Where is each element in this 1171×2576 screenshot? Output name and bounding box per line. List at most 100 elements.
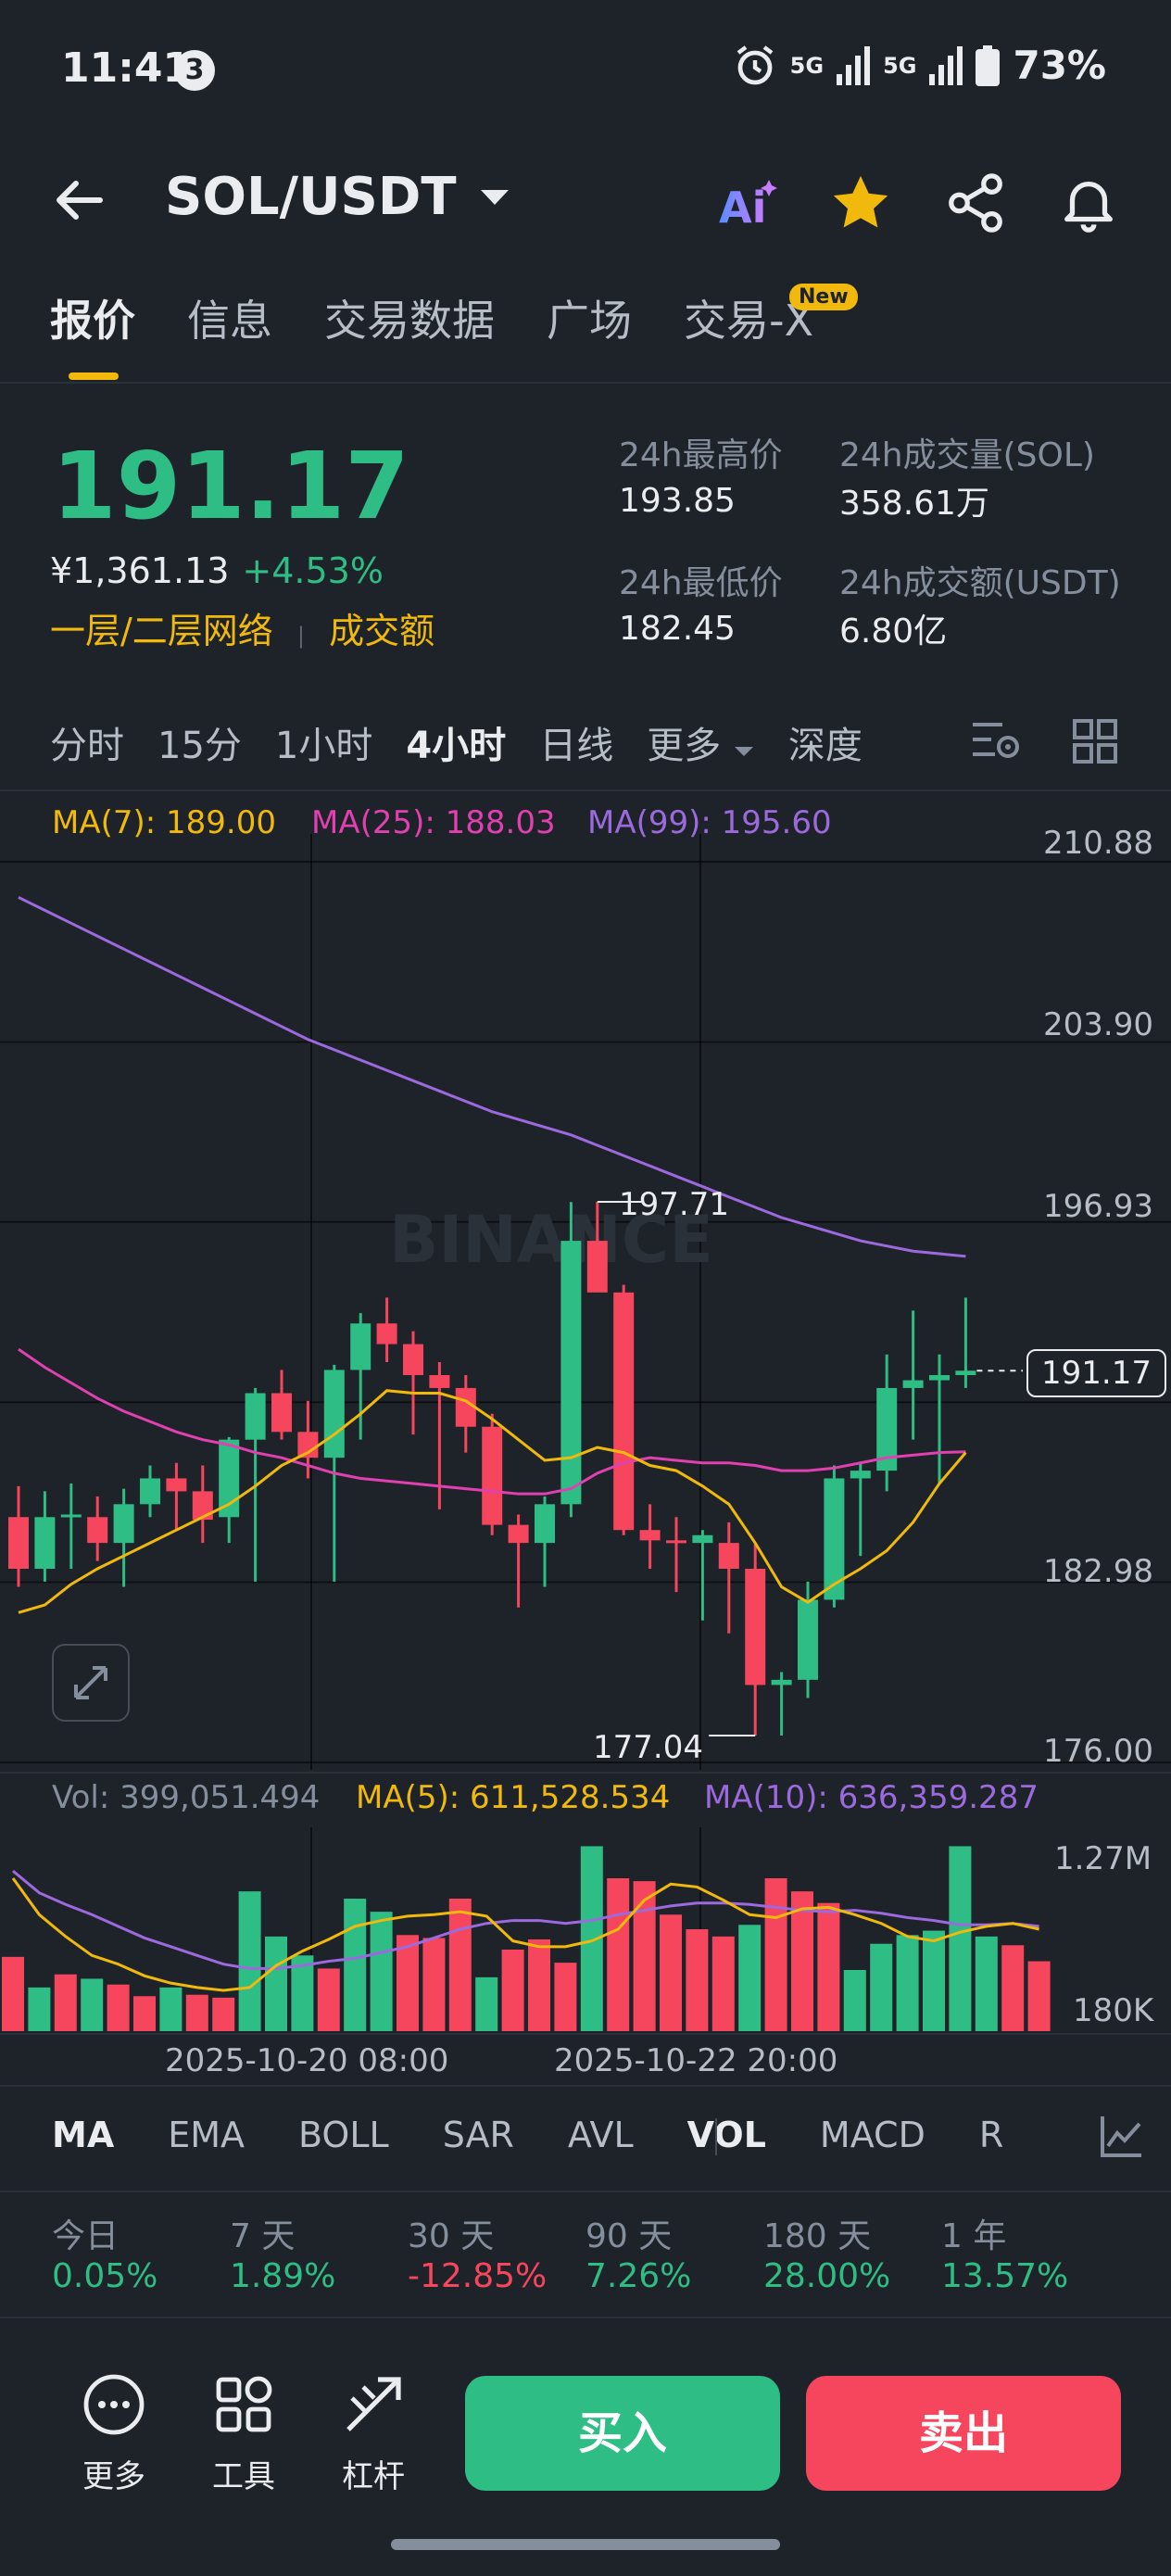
candle-body-4 <box>113 1504 134 1544</box>
price-tick-1: 210.88 <box>1043 825 1153 862</box>
volume-bar-31 <box>817 1902 840 2031</box>
volume-bar-14 <box>370 1912 393 2031</box>
page-tabs: 报价 信息 交易数据 广场 交易-X <box>50 287 813 348</box>
ma99-legend: MA(99): 195.60 <box>587 804 832 841</box>
indicator-rsi[interactable]: R <box>978 2115 1004 2155</box>
indicator-vol[interactable]: VOL <box>686 2115 766 2155</box>
time-tick-1: 2025-10-20 08:00 <box>165 2042 449 2079</box>
network-label-1: 5G <box>789 52 825 79</box>
tab-trading-data[interactable]: 交易数据 <box>324 296 495 346</box>
tab-quote[interactable]: 报价 <box>50 296 135 346</box>
time-tick-2: 2025-10-22 20:00 <box>554 2042 838 2079</box>
interval-depth[interactable]: 深度 <box>787 725 863 767</box>
tag-turnover[interactable]: 成交额 <box>329 611 435 651</box>
bell-icon[interactable] <box>1056 170 1121 235</box>
interval-4h[interactable]: 4小时 <box>406 725 507 767</box>
interval-more[interactable]: 更多 <box>647 715 755 769</box>
volume-bar-28 <box>738 1925 762 2031</box>
high-label: 24h最高价 <box>619 436 783 474</box>
high-annotation: 197.71 <box>619 1186 729 1223</box>
nav-more[interactable]: 更多 <box>63 2372 165 2496</box>
network-label-2: 5G <box>883 52 917 79</box>
perf-value-3: 7.26% <box>586 2257 692 2295</box>
sell-button[interactable]: 卖出 <box>806 2376 1121 2491</box>
pair-selector[interactable]: SOL/USDT <box>165 167 510 227</box>
vol-ma10-line <box>12 1869 1039 1970</box>
tab-square[interactable]: 广场 <box>547 296 632 346</box>
layout-grid-icon[interactable] <box>1071 717 1119 765</box>
volume-bar-9 <box>238 1891 261 2031</box>
indicator-ma[interactable]: MA <box>52 2115 115 2155</box>
indicator-ema[interactable]: EMA <box>168 2115 246 2155</box>
annotations <box>597 1201 1023 1737</box>
alarm-icon <box>737 44 773 84</box>
nav-tools-label: 工具 <box>212 2458 275 2495</box>
volume-bar-36 <box>949 1846 972 2031</box>
candle-body-28 <box>745 1568 766 1686</box>
candle-body-17 <box>455 1387 476 1427</box>
tab-info[interactable]: 信息 <box>187 296 272 346</box>
interval-1h[interactable]: 1小时 <box>274 725 373 767</box>
interval-15m[interactable]: 15分 <box>157 725 242 767</box>
new-badge: New <box>789 284 858 310</box>
volume-bar-21 <box>554 1963 577 2031</box>
candle-body-6 <box>166 1478 187 1492</box>
indicator-macd[interactable]: MACD <box>819 2115 925 2155</box>
price-tick-5: 182.98 <box>1043 1553 1153 1590</box>
price-tick-2: 203.90 <box>1043 1006 1153 1043</box>
volume-chart[interactable] <box>0 1827 1171 2033</box>
vol-ma5-line <box>11 1877 1039 1992</box>
volume-bar-19 <box>501 1950 524 2031</box>
vol-usdt-value: 6.80亿 <box>839 612 948 650</box>
indicator-avl[interactable]: AVL <box>567 2115 634 2155</box>
interval-timeshare[interactable]: 分时 <box>50 725 124 767</box>
signal-icon <box>837 45 871 85</box>
indicator-sar[interactable]: SAR <box>442 2115 514 2155</box>
volume-bar-1 <box>28 1987 51 2031</box>
perf-value-5: 13.57% <box>941 2257 1069 2295</box>
perf-value-1: 1.89% <box>230 2257 336 2295</box>
candle-body-20 <box>535 1504 555 1544</box>
volume-bar-12 <box>317 1968 340 2031</box>
volume-bar-13 <box>344 1899 367 2031</box>
nav-tools[interactable]: 工具 <box>193 2372 295 2496</box>
chart-settings-icon[interactable] <box>969 717 1021 765</box>
candlestick-chart[interactable]: BINANCE <box>0 834 1171 1779</box>
candle-body-2 <box>60 1514 82 1518</box>
indicators-divider-bottom <box>0 2191 1171 2192</box>
perf-value-4: 28.00% <box>763 2257 891 2295</box>
share-icon[interactable] <box>943 170 1008 235</box>
volume-bar-17 <box>448 1899 472 2031</box>
price-tick-3: 196.93 <box>1043 1188 1153 1225</box>
favorite-star-icon[interactable] <box>828 170 893 235</box>
candle-body-33 <box>876 1387 898 1471</box>
indicator-chart-icon[interactable] <box>1099 2113 1145 2159</box>
vol-ma10-legend: MA(10): 636,359.287 <box>704 1779 1039 1816</box>
volume-bar-29 <box>764 1878 787 2031</box>
vol-legend: Vol: 399,051.494 <box>52 1779 321 1816</box>
volume-bar-33 <box>870 1943 893 2031</box>
tag-layer-network[interactable]: 一层/二层网络 <box>50 611 273 651</box>
volume-bar-2 <box>54 1974 77 2031</box>
candle-body-23 <box>613 1292 635 1531</box>
back-arrow-icon[interactable] <box>52 172 107 228</box>
interval-1d[interactable]: 日线 <box>539 725 614 767</box>
buy-button[interactable]: 买入 <box>465 2376 780 2491</box>
volume-bar-20 <box>528 1939 550 2031</box>
nav-leverage-label: 杠杆 <box>342 2458 405 2495</box>
volume-bar-3 <box>81 1978 104 2031</box>
indicator-boll[interactable]: BOLL <box>298 2115 389 2155</box>
candle-body-29 <box>771 1679 792 1686</box>
candle-body-35 <box>929 1374 950 1381</box>
vol-ma5-legend: MA(5): 611,528.534 <box>356 1779 671 1816</box>
signal-icon-2 <box>929 45 963 85</box>
category-tags: 一层/二层网络 | 成交额 <box>50 611 435 651</box>
candle-body-14 <box>376 1323 397 1345</box>
nav-leverage[interactable]: 杠杆 <box>322 2372 424 2496</box>
perf-label-1: 7 天 <box>230 2217 296 2255</box>
more-dots-icon <box>83 2374 145 2435</box>
ai-icon[interactable]: Ai <box>715 170 780 235</box>
fullscreen-button[interactable] <box>52 1644 130 1722</box>
vol-sol-value: 358.61万 <box>839 485 989 523</box>
perf-label-5: 1 年 <box>941 2217 1007 2255</box>
